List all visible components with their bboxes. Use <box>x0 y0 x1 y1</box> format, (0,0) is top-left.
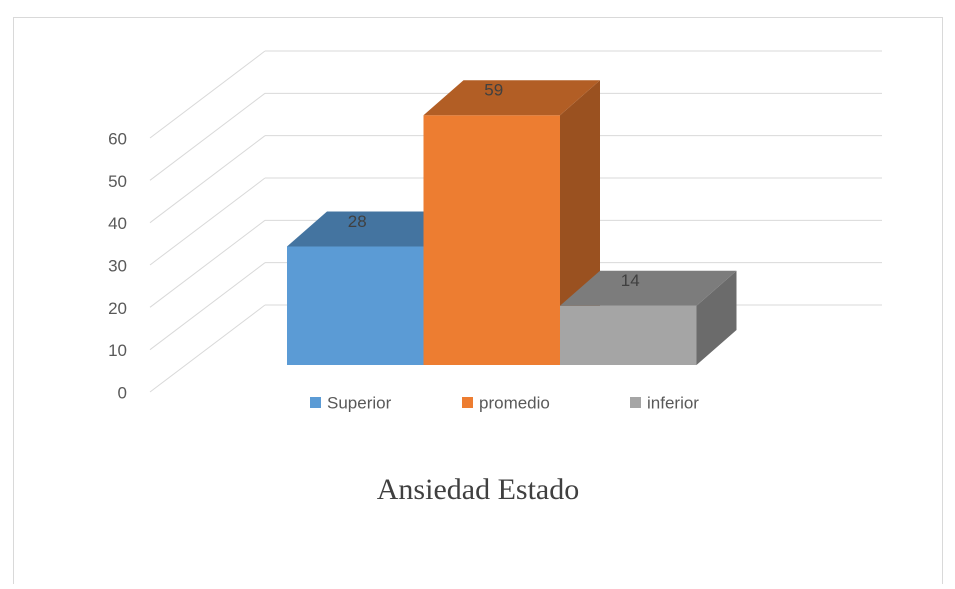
y-tick-label: 30 <box>108 256 127 275</box>
legend-swatch <box>462 397 473 408</box>
y-tick-label: 50 <box>108 172 127 191</box>
grid-line <box>149 177 266 266</box>
bar <box>560 305 697 365</box>
grid-line <box>149 92 266 181</box>
legend-swatch <box>630 397 641 408</box>
bar-top <box>560 270 737 306</box>
grid-line <box>149 135 266 224</box>
grid-line <box>149 50 266 139</box>
legend-label: inferior <box>647 393 699 412</box>
bar <box>423 115 560 365</box>
chart-title: Ansiedad Estado <box>377 473 579 506</box>
bar-top <box>423 80 600 116</box>
legend-label: Superior <box>327 393 392 412</box>
data-label: 28 <box>348 212 367 231</box>
data-label: 14 <box>621 271 640 290</box>
y-tick-label: 20 <box>108 299 127 318</box>
y-tick-label: 60 <box>108 129 127 148</box>
bar <box>287 246 424 365</box>
legend-label: promedio <box>479 393 550 412</box>
bar-side <box>696 270 737 365</box>
grid-line <box>149 219 266 308</box>
y-tick-label: 40 <box>108 214 127 233</box>
legend-swatch <box>310 397 321 408</box>
grid-line <box>149 304 266 393</box>
data-label: 59 <box>484 81 503 100</box>
y-tick-label: 10 <box>108 341 127 360</box>
bar-top <box>287 211 464 247</box>
grid-line <box>149 262 266 351</box>
y-tick-label: 0 <box>118 383 127 402</box>
